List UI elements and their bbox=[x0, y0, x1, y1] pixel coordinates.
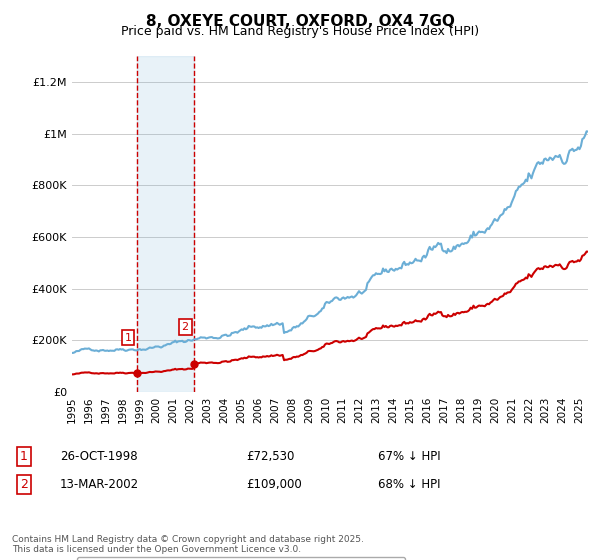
Bar bbox=[137, 56, 194, 392]
Text: 1: 1 bbox=[125, 333, 131, 343]
Text: Price paid vs. HM Land Registry's House Price Index (HPI): Price paid vs. HM Land Registry's House … bbox=[121, 25, 479, 38]
Text: 68% ↓ HPI: 68% ↓ HPI bbox=[378, 478, 440, 491]
Text: 13-MAR-2002: 13-MAR-2002 bbox=[60, 478, 139, 491]
Text: £72,530: £72,530 bbox=[246, 450, 295, 463]
Text: 26-OCT-1998: 26-OCT-1998 bbox=[60, 450, 137, 463]
Text: 67% ↓ HPI: 67% ↓ HPI bbox=[378, 450, 440, 463]
Legend: 8, OXEYE COURT, OXFORD, OX4 7GQ (detached house), HPI: Average price, detached h: 8, OXEYE COURT, OXFORD, OX4 7GQ (detache… bbox=[77, 557, 405, 560]
Text: 8, OXEYE COURT, OXFORD, OX4 7GQ: 8, OXEYE COURT, OXFORD, OX4 7GQ bbox=[146, 14, 454, 29]
Text: £109,000: £109,000 bbox=[246, 478, 302, 491]
Text: Contains HM Land Registry data © Crown copyright and database right 2025.
This d: Contains HM Land Registry data © Crown c… bbox=[12, 535, 364, 554]
Text: 2: 2 bbox=[20, 478, 28, 491]
Text: 2: 2 bbox=[182, 322, 189, 332]
Text: 1: 1 bbox=[20, 450, 28, 463]
